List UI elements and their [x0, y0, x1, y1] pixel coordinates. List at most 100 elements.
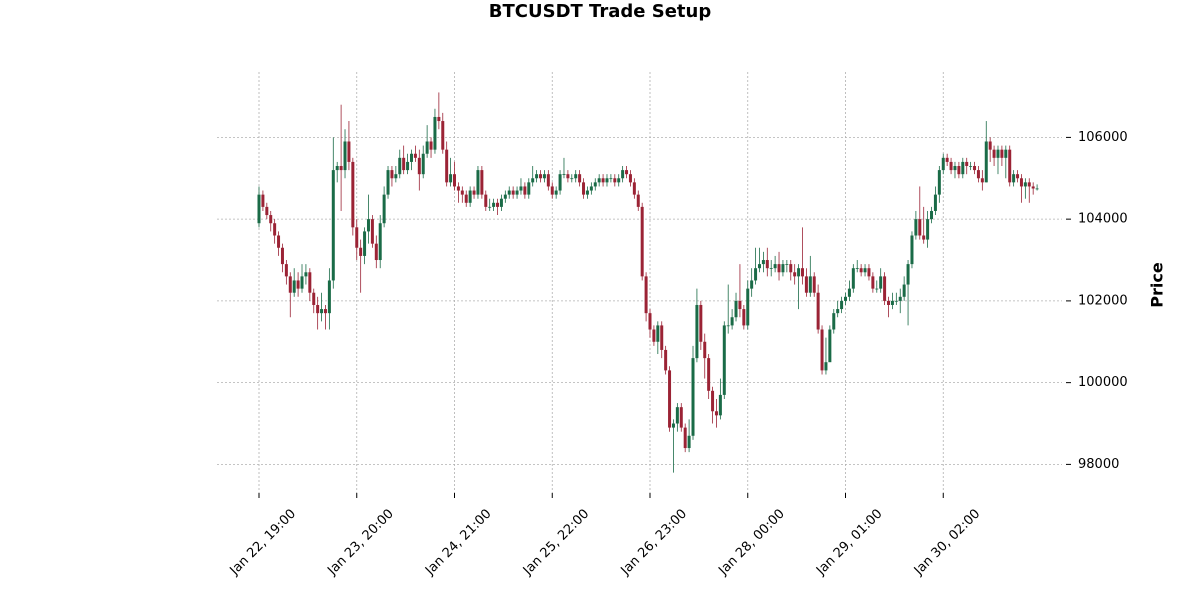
candle-body: [304, 272, 308, 277]
candle-body: [992, 149, 996, 158]
candle-body: [582, 182, 586, 195]
candle-body: [464, 194, 468, 203]
candle-body: [855, 268, 859, 269]
candle-body: [550, 186, 554, 195]
candle-body: [859, 268, 863, 273]
candle-body: [793, 272, 797, 277]
candle-body: [804, 276, 808, 293]
candle-body: [554, 190, 558, 195]
candle-body: [378, 223, 382, 261]
candle-body: [714, 411, 718, 416]
candle-body: [926, 219, 930, 240]
y-tick-label: 106000: [1078, 130, 1128, 145]
candle-body: [351, 161, 355, 228]
candle-body: [722, 325, 726, 395]
candle-body: [593, 182, 597, 187]
x-tick-label: Jan 26, 23:00: [618, 506, 690, 578]
candle-body: [437, 116, 441, 122]
candle-body: [585, 190, 589, 195]
candle-body: [484, 194, 488, 207]
candle-body: [902, 284, 906, 297]
candle-body: [316, 304, 320, 314]
candle-body: [492, 202, 496, 207]
candle-body: [277, 235, 281, 248]
candle-body: [523, 186, 527, 195]
candle-body: [507, 190, 511, 195]
candle-body: [840, 300, 844, 310]
candle-body: [648, 313, 652, 330]
candle-body: [601, 178, 605, 183]
candle-body: [300, 276, 304, 289]
candle-body: [695, 304, 699, 359]
x-tick-label: Jan 28, 00:00: [715, 506, 787, 578]
candle-body: [366, 219, 370, 232]
candle-body: [1019, 178, 1023, 187]
candle-body: [824, 362, 828, 371]
candle-body: [644, 276, 648, 314]
candle-body: [789, 264, 793, 273]
candle-body: [1012, 174, 1016, 183]
candle-body: [359, 247, 363, 256]
candle-body: [292, 280, 296, 293]
candle-body: [707, 358, 711, 391]
candle-body: [965, 161, 969, 167]
candle-body: [402, 157, 406, 171]
candle-body: [480, 170, 484, 195]
candle-body: [980, 178, 984, 183]
candle-body: [374, 243, 378, 261]
candle-body: [370, 219, 374, 244]
candle-body: [570, 178, 574, 180]
candle-body: [930, 210, 934, 220]
candle-body: [656, 325, 660, 342]
candle-body: [519, 186, 523, 191]
candle-body: [847, 288, 851, 297]
candle-body: [879, 276, 883, 289]
x-tick-label: Jan 25, 22:00: [520, 506, 592, 578]
candle-body: [621, 170, 625, 179]
candle-body: [269, 215, 273, 224]
x-tick-label: Jan 29, 01:00: [813, 506, 885, 578]
candle-body: [284, 264, 288, 277]
candle-body: [511, 190, 515, 195]
candle-body: [671, 423, 675, 428]
candle-body: [347, 141, 351, 162]
candle-body: [312, 292, 316, 305]
candle-body: [1027, 182, 1031, 187]
candle-body: [632, 182, 636, 195]
candle-body: [746, 288, 750, 326]
candle-body: [597, 178, 601, 183]
candle-body: [890, 300, 894, 305]
candle-body: [699, 304, 703, 342]
candle-body: [675, 407, 679, 424]
candle-body: [355, 227, 359, 248]
candle-body: [765, 260, 769, 269]
candle-body: [660, 325, 664, 350]
candle-body: [828, 329, 832, 363]
candle-body: [703, 341, 707, 359]
candle-body: [625, 170, 629, 175]
candle-body: [812, 276, 816, 293]
candle-body: [323, 309, 327, 314]
candle-body: [851, 268, 855, 289]
candle-body: [820, 329, 824, 371]
candle-body: [742, 309, 746, 326]
candle-body: [941, 157, 945, 171]
candle-body: [296, 280, 300, 289]
candle-body: [988, 141, 992, 150]
candle-body: [652, 329, 656, 342]
candle-body: [1004, 149, 1008, 158]
candle-body: [413, 153, 417, 158]
candle-body: [781, 264, 785, 273]
candle-body: [488, 206, 492, 208]
candle-body: [664, 349, 668, 371]
candle-body: [636, 194, 640, 207]
candle-body: [867, 268, 871, 277]
candle-body: [261, 194, 265, 207]
y-axis-label: Price: [1148, 262, 1167, 308]
candle-body: [883, 276, 887, 301]
candle-body: [773, 264, 777, 269]
candle-body: [441, 121, 445, 150]
candle-body: [409, 153, 413, 162]
candle-body: [730, 317, 734, 326]
candle-body: [1000, 149, 1004, 158]
